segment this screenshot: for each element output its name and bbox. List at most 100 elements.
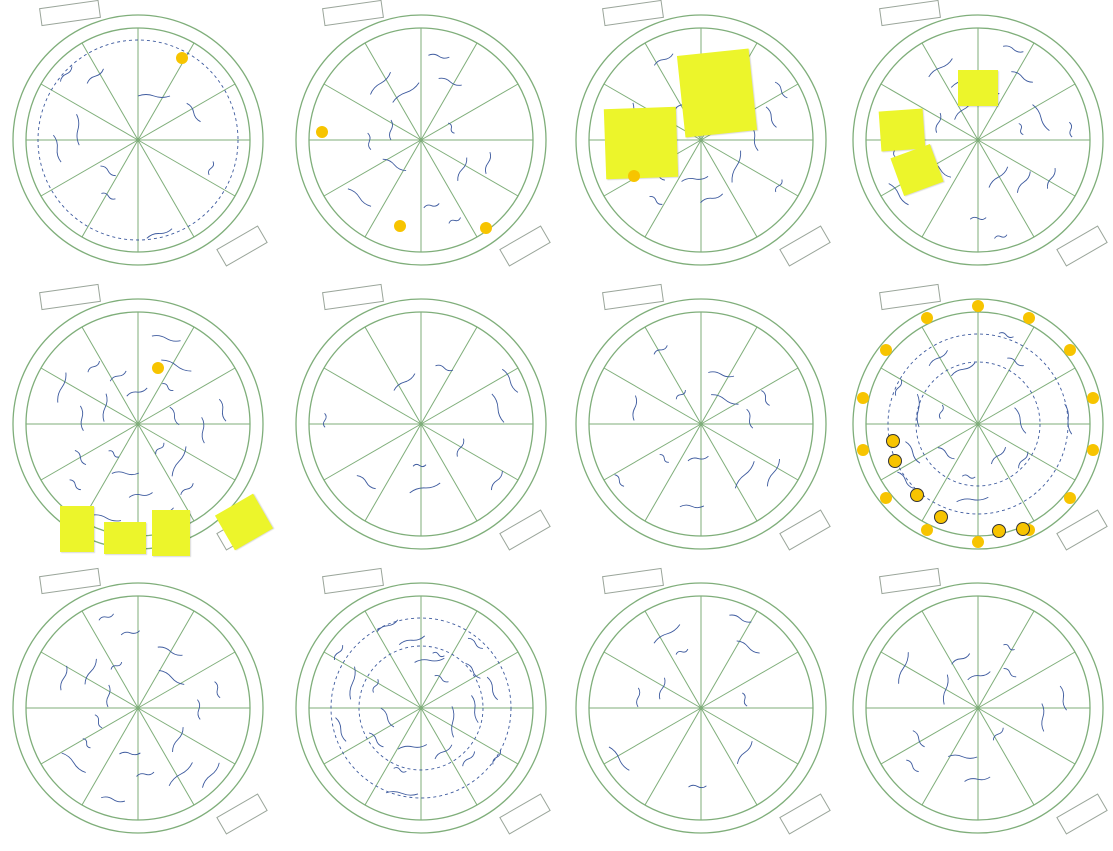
hand-drawn-ring <box>37 39 239 241</box>
wheel-spoke <box>137 423 236 481</box>
wheel-spoke <box>700 139 758 238</box>
handwriting-stroke <box>126 387 148 397</box>
wheel-sheet-4 <box>840 0 1113 283</box>
handwriting-stroke <box>457 157 468 181</box>
wheel-spoke <box>137 83 236 141</box>
handwriting-stroke <box>349 666 356 700</box>
wheel-spoke <box>977 707 1076 765</box>
handwriting-stroke <box>1003 644 1015 651</box>
handwriting-stroke <box>168 762 193 786</box>
handwriting-stroke <box>202 762 220 788</box>
handwriting-stroke <box>382 158 407 172</box>
handwriting-stroke <box>916 393 920 428</box>
dot-sticker <box>176 52 188 64</box>
hand-drawn-ring <box>887 333 1069 515</box>
handwriting-stroke <box>172 727 184 753</box>
handwriting-stroke <box>398 635 426 645</box>
wheel-spoke <box>644 423 702 522</box>
handwriting-stroke <box>208 161 215 176</box>
handwriting-stroke <box>86 68 104 84</box>
handwriting-stroke <box>100 165 116 177</box>
wheel-spoke <box>700 367 799 425</box>
dot-sticker <box>1087 391 1100 404</box>
wheel-spoke <box>420 139 519 197</box>
wheel-spoke <box>644 610 702 709</box>
handwriting-stroke <box>87 361 100 373</box>
handwriting-stroke <box>1068 121 1073 138</box>
numbered-dot-sticker <box>886 434 900 448</box>
handwriting-stroke <box>169 406 180 426</box>
wheel-spoke <box>40 423 139 481</box>
handwriting-stroke <box>1011 71 1033 83</box>
wheel-spoke <box>137 610 195 709</box>
handwriting-stroke <box>905 441 921 464</box>
handwriting-stroke <box>356 475 376 490</box>
wheel-spoke <box>700 423 799 481</box>
wheel-ring <box>295 14 547 266</box>
dot-sticker <box>152 362 164 374</box>
wheel-ring <box>575 14 827 266</box>
wheel-ring <box>852 14 1104 266</box>
handwriting-stroke <box>990 447 1007 465</box>
handwriting-stroke <box>465 663 481 679</box>
wheel-spoke <box>700 139 799 197</box>
handwriting-stroke <box>736 640 760 654</box>
handwriting-stroke <box>1059 685 1067 711</box>
wheel-spoke <box>644 326 702 425</box>
wheel-spoke <box>40 651 139 709</box>
handwriting-stroke <box>428 53 450 59</box>
handwriting-stroke <box>775 179 783 193</box>
handwriting-stroke <box>109 370 127 382</box>
wheel-spoke <box>81 139 139 238</box>
wheel-spoke <box>323 83 422 141</box>
handwriting-stroke <box>101 796 126 803</box>
sticky-note <box>958 70 998 106</box>
handwriting-stroke <box>397 744 428 750</box>
handwriting-stroke <box>742 692 748 707</box>
handwriting-stroke <box>333 645 344 661</box>
wheel-sheet-8 <box>840 283 1113 567</box>
handwriting-stroke <box>84 658 97 685</box>
wheel-drawing <box>852 582 1104 834</box>
wheel-drawing <box>295 582 547 834</box>
wheel-spoke <box>364 42 422 141</box>
handwriting-stroke <box>155 442 165 455</box>
handwriting-stroke <box>653 624 681 644</box>
wheel-spoke <box>420 707 519 765</box>
handwriting-stroke <box>82 738 91 749</box>
handwriting-stroke <box>737 741 753 764</box>
wheel-spoke <box>137 139 195 238</box>
numbered-dot-sticker <box>992 524 1006 538</box>
handwriting-stroke <box>462 751 476 767</box>
handwriting-stroke <box>731 150 742 183</box>
wheel-ring <box>12 582 264 834</box>
handwriting-stroke <box>448 217 461 224</box>
handwriting-stroke <box>448 122 455 134</box>
wheel-spoke <box>323 367 422 425</box>
handwriting-stroke <box>636 687 641 708</box>
handwriting-stroke <box>414 657 445 663</box>
handwriting-stroke <box>158 669 185 685</box>
wheel-spoke <box>977 42 1035 141</box>
handwriting-stroke <box>491 393 505 423</box>
handwriting-stroke <box>423 203 440 209</box>
handwriting-stroke <box>389 119 393 141</box>
handwriting-stroke <box>898 652 909 684</box>
wheel-spoke <box>977 610 1035 709</box>
wheel-spoke <box>137 423 195 522</box>
dot-sticker <box>856 444 869 457</box>
wheel-drawing <box>12 582 264 834</box>
handwriting-stroke <box>765 106 777 128</box>
wheel-spoke <box>420 326 478 425</box>
numbered-dot-sticker <box>1016 522 1030 536</box>
wheel-spoke <box>603 707 702 765</box>
handwriting-stroke <box>91 514 122 522</box>
handwriting-stroke <box>501 368 519 393</box>
dot-sticker <box>628 170 640 182</box>
wheel-spoke <box>364 423 422 522</box>
wheel-drawing <box>295 14 547 266</box>
handwriting-stroke <box>380 707 395 728</box>
wheel-sheet-11 <box>563 567 841 851</box>
handwriting-stroke <box>734 461 755 489</box>
wheel-spoke <box>644 707 702 806</box>
